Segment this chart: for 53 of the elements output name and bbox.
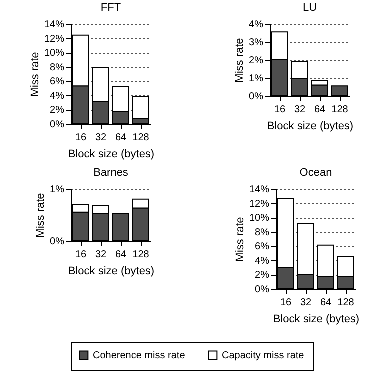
y-tick-label: 6% [255,242,270,253]
legend-label: Coherence miss rate [93,350,186,362]
y-tick-label: 0% [255,284,270,296]
x-tick-label: 64 [320,298,332,308]
x-tick-label: 16 [75,250,87,260]
y-tick-label: 3% [249,38,264,48]
y-tick-label: 12% [249,198,270,210]
x-tick-label: 64 [115,132,127,144]
y-tick-label: 8% [50,62,65,74]
y-tick-label: 6% [50,76,65,88]
x-tick-label: 16 [280,298,292,308]
y-tick-label: 2% [255,270,270,282]
y-tick-label: 14% [249,184,270,196]
y-tick-label: 4% [249,20,264,30]
y-axis-title: Miss rate [234,217,246,262]
y-tick-label: 1% [50,184,65,196]
y-tick-label: 10% [44,48,65,60]
x-tick-label: 32 [95,132,107,144]
x-tick-label: 64 [314,104,326,116]
y-tick-label: 8% [255,227,270,238]
chart-title: FFT [100,2,122,14]
y-tick-label: 0% [249,92,264,102]
x-tick-label: 128 [132,250,150,260]
legend-label: Capacity miss rate [222,350,305,362]
x-axis-title: Block size (bytes) [267,120,354,132]
y-tick-label: 1% [249,74,264,84]
y-tick-label: 0% [50,236,65,248]
y-axis-title: Miss rate [234,38,246,83]
x-axis-title: Block size (bytes) [68,148,155,160]
chart-title: Ocean [300,167,332,179]
x-tick-label: 128 [132,132,150,144]
y-tick-label: 4% [255,256,270,267]
y-tick-label: 14% [44,20,65,30]
x-tick-label: 32 [300,298,312,308]
x-tick-label: 16 [75,132,87,144]
x-axis-title: Block size (bytes) [68,266,155,278]
y-tick-label: 0% [50,120,65,130]
y-tick-label: 12% [44,34,65,45]
y-axis-title: Miss rate [29,52,42,97]
x-tick-label: 32 [294,104,306,116]
y-tick-label: 10% [249,213,270,224]
x-tick-label: 64 [115,250,127,260]
y-tick-label: 2% [249,56,264,66]
chart-title: Barnes [94,167,129,179]
y-tick-label: 4% [50,90,65,102]
x-tick-label: 128 [332,104,349,116]
x-tick-label: 32 [95,250,107,260]
x-tick-label: 16 [274,104,286,116]
chart-title: LU [302,2,318,14]
x-axis-title: Block size (bytes) [273,314,360,326]
x-tick-label: 128 [338,298,355,308]
y-axis-title: Miss rate [35,193,48,238]
y-tick-label: 2% [50,105,65,116]
